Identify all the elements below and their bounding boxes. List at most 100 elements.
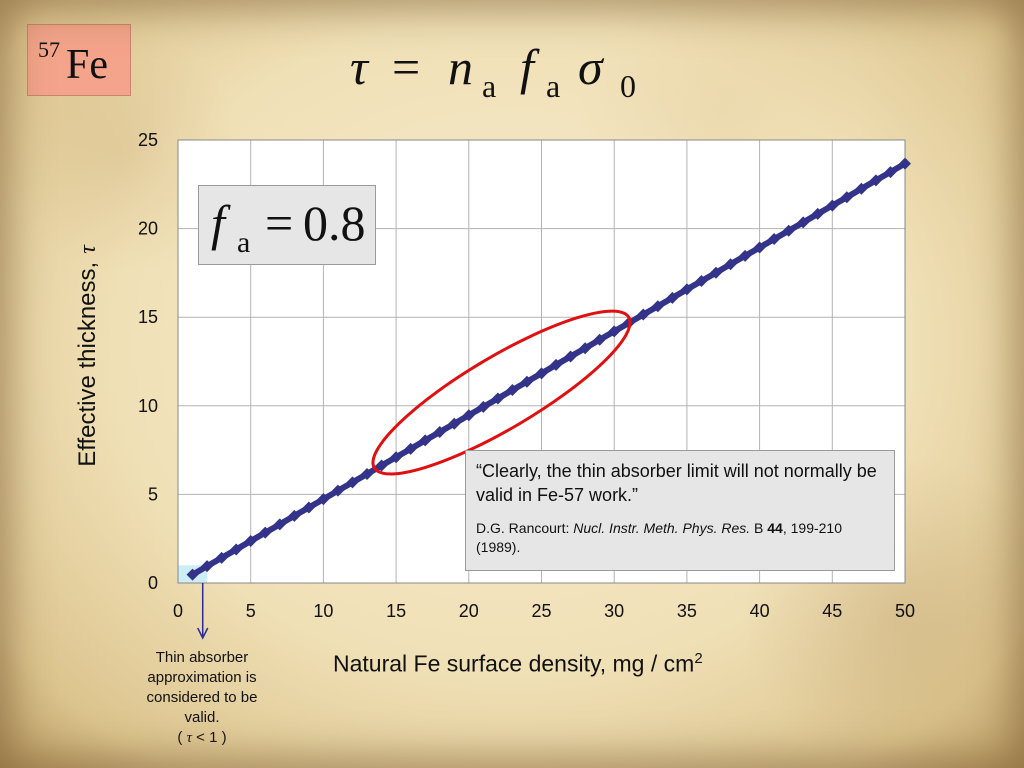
- data-point: [869, 174, 882, 187]
- data-point: [666, 291, 679, 304]
- x-axis-label-sup: 2: [694, 650, 703, 667]
- data-point: [739, 249, 752, 262]
- formula-n-sub: a: [482, 68, 497, 104]
- note-tau: τ: [186, 730, 192, 746]
- x-tick-label: 35: [677, 601, 697, 621]
- x-tick-label: 40: [750, 601, 770, 621]
- x-tick-label: 0: [173, 601, 183, 621]
- citation-journal: Nucl. Instr. Meth. Phys. Res.: [573, 520, 751, 536]
- data-point: [259, 526, 272, 539]
- data-point: [390, 451, 403, 464]
- element-symbol: Fe: [66, 42, 108, 88]
- formula-equals: =: [392, 39, 421, 95]
- y-tick-label: 0: [148, 573, 158, 593]
- note-rest: < 1 ): [191, 729, 227, 746]
- data-point: [433, 426, 446, 439]
- formula-n: n: [448, 39, 473, 95]
- data-point: [244, 535, 257, 548]
- x-axis-label-text: Natural Fe surface density, mg / cm: [333, 650, 695, 677]
- tick-labels: 0 5 10 15 20 25 30 35 40 45 50 0 5 10 15 20 25: [138, 130, 915, 621]
- data-point: [375, 459, 388, 472]
- isotope-badge: 57 Fe: [27, 24, 131, 96]
- data-point: [724, 258, 737, 271]
- y-tick-label: 15: [138, 307, 158, 327]
- data-point: [404, 442, 417, 455]
- formula-f: f: [520, 39, 534, 95]
- x-axis-label: Natural Fe surface density, mg / cm2: [333, 650, 703, 678]
- thin-limit-arrow: [197, 583, 209, 640]
- data-point: [811, 207, 824, 220]
- x-tick-label: 15: [386, 601, 406, 621]
- data-point: [448, 417, 461, 430]
- data-point: [535, 367, 548, 380]
- x-tick-label: 5: [246, 601, 256, 621]
- quote-text: “Clearly, the thin absorber limit will n…: [476, 461, 877, 505]
- formula-sigma: σ: [578, 39, 603, 95]
- data-point: [593, 333, 606, 346]
- x-tick-label: 25: [531, 601, 551, 621]
- data-point: [884, 166, 897, 179]
- note-text: Thin absorber approximation is considere…: [146, 649, 258, 726]
- formula-sigma-sub: 0: [620, 68, 636, 104]
- x-tick-label: 20: [459, 601, 479, 621]
- fa-equals: =: [265, 195, 294, 251]
- arrow-head: [197, 627, 209, 640]
- y-tick-label: 10: [138, 396, 158, 416]
- data-point: [462, 409, 475, 422]
- data-point: [608, 325, 621, 338]
- data-point: [899, 157, 911, 170]
- fa-value: 0.8: [303, 195, 366, 251]
- citation-volume: 44: [767, 520, 783, 536]
- y-tick-label: 20: [138, 219, 158, 239]
- highlight-ellipse: [371, 309, 632, 476]
- x-tick-label: 50: [895, 601, 915, 621]
- plot-frame: [177, 139, 906, 584]
- x-tick-label: 45: [822, 601, 842, 621]
- quote-box: “Clearly, the thin absorber limit will n…: [465, 450, 895, 571]
- data-point: [680, 283, 693, 296]
- data-point: [768, 233, 781, 246]
- data-point: [695, 275, 708, 288]
- data-point: [520, 375, 533, 388]
- citation-author: D.G. Rancourt:: [476, 520, 574, 536]
- data-point: [419, 434, 432, 447]
- y-tick-label: 5: [148, 484, 158, 504]
- data-point: [346, 476, 359, 489]
- x-tick-label: 30: [604, 601, 624, 621]
- data-point: [753, 241, 766, 254]
- data-point: [477, 400, 490, 413]
- data-point: [826, 199, 839, 212]
- data-point: [302, 501, 315, 514]
- data-point: [230, 543, 243, 556]
- citation-series: B: [750, 520, 768, 536]
- citation-pages: , 199-210 (1989).: [476, 520, 843, 555]
- data-point: [215, 551, 228, 564]
- data-point: [840, 191, 853, 204]
- fa-symbol: f: [211, 195, 225, 251]
- data-point: [651, 300, 664, 313]
- series-group: [186, 157, 911, 581]
- data-point: [637, 308, 650, 321]
- data-point: [506, 384, 519, 397]
- data-point: [273, 518, 286, 531]
- formula-title: τ = n a f a σ 0: [330, 20, 690, 110]
- data-point: [782, 224, 795, 237]
- data-point: [331, 484, 344, 497]
- data-point: [201, 560, 214, 573]
- data-point: [186, 568, 199, 581]
- note-condition: ( τ < 1 ): [134, 728, 270, 748]
- data-point: [317, 493, 330, 506]
- data-point: [855, 182, 868, 195]
- x-tick-label: 10: [313, 601, 333, 621]
- formula-tau: τ: [350, 39, 368, 95]
- data-point: [709, 266, 722, 279]
- data-point: [550, 358, 563, 371]
- formula-f-sub: a: [546, 68, 561, 104]
- data-point: [361, 468, 374, 481]
- y-tick-label: 25: [138, 130, 158, 150]
- fa-subscript: a: [237, 226, 251, 259]
- data-point: [288, 509, 301, 522]
- data-point: [491, 392, 504, 405]
- thin-absorber-note: Thin absorber approximation is considere…: [134, 648, 270, 748]
